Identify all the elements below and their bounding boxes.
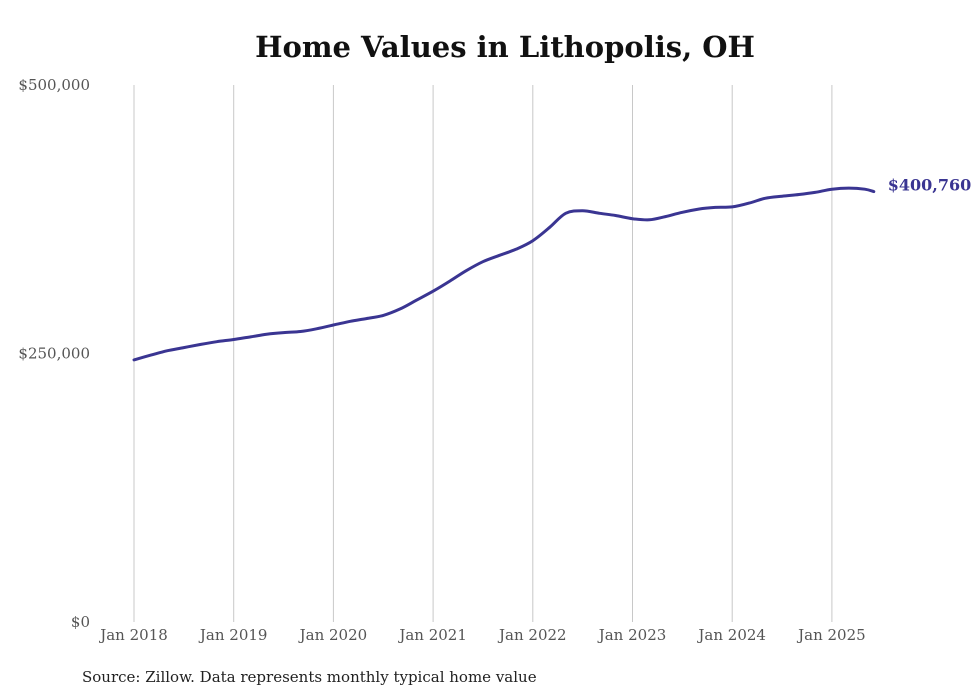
x-axis-ticks: Jan 2018 Jan 2019 Jan 2020 Jan 2021 Jan 2022… — [98, 626, 865, 644]
home-value-line — [132, 186, 876, 362]
y-axis-ticks: $0 $250,000 $500,000 — [18, 76, 90, 631]
x-tick-label: Jan 2020 — [298, 626, 368, 644]
end-value-label: $400,760 — [888, 176, 972, 195]
x-tick-label: Jan 2018 — [98, 626, 168, 644]
y-tick-label: $250,000 — [18, 345, 90, 363]
y-tick-label: $0 — [71, 613, 90, 631]
x-tick-label: Jan 2022 — [497, 626, 567, 644]
chart-title: Home Values in Lithopolis, OH — [255, 30, 755, 64]
source-note: Source: Zillow. Data represents monthly … — [82, 668, 537, 686]
x-tick-label: Jan 2025 — [796, 626, 866, 644]
x-tick-label: Jan 2021 — [397, 626, 467, 644]
y-tick-label: $500,000 — [18, 76, 90, 94]
x-tick-label: Jan 2019 — [198, 626, 268, 644]
x-tick-label: Jan 2024 — [696, 626, 766, 644]
gridlines — [133, 85, 833, 622]
x-tick-label: Jan 2023 — [597, 626, 667, 644]
